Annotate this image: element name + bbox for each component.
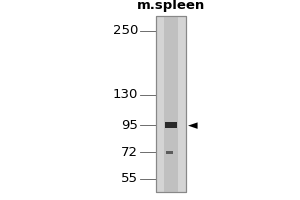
Text: 95: 95 bbox=[121, 119, 138, 132]
Text: m.spleen: m.spleen bbox=[137, 0, 205, 12]
Text: 250: 250 bbox=[112, 24, 138, 37]
Text: ◄: ◄ bbox=[188, 119, 197, 132]
Text: 55: 55 bbox=[121, 172, 138, 185]
Text: 72: 72 bbox=[121, 146, 138, 159]
Text: 130: 130 bbox=[112, 88, 138, 101]
